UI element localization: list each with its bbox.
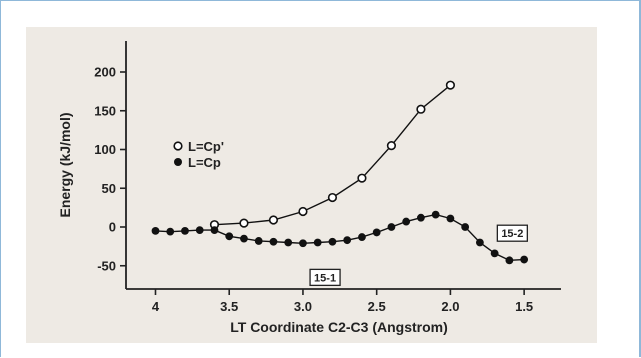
annotation-box [309,268,341,287]
annotation-label: 15-1 [309,268,341,287]
data-point [402,217,411,226]
y-tick-label: 0 [109,220,116,235]
chart-legend: L=Cp' L=Cp [173,139,224,170]
y-axis-title: Energy (kJ/mol) [57,112,73,217]
x-tick-label: 2.0 [441,299,459,314]
data-point [151,226,160,235]
data-point [254,237,263,245]
data-point [181,226,189,235]
data-point [240,234,248,243]
data-point [195,226,204,235]
y-tick-label: 150 [94,103,116,118]
data-point [431,210,440,219]
data-point [520,255,529,264]
y-tick-label: -50 [97,258,116,273]
x-tick-label: 3.5 [220,299,238,314]
data-point [268,215,279,225]
data-point [386,141,397,151]
series-line [214,84,451,226]
legend-marker-open-circle [173,141,183,151]
data-point [298,206,308,217]
annotation-box [496,224,528,242]
chart-series [151,80,529,265]
legend-label-cp: L=Cp [188,155,221,170]
data-point [445,80,456,90]
data-point [416,104,426,114]
data-point [446,214,455,223]
x-tick-label: 4 [152,299,160,314]
annotation-text: 15-1 [314,272,336,284]
series-cp [151,210,529,265]
data-point [372,228,381,237]
annotation-label: 15-2 [496,224,528,242]
data-point [417,213,425,222]
data-point [358,233,366,241]
data-point [387,223,396,231]
data-point [166,227,175,236]
annotation-text: 15-2 [501,228,523,240]
legend-marker-filled-circle [174,158,182,166]
x-axis-title: LT Coordinate C2-C3 (Angstrom) [230,319,448,335]
legend-label-cp-prime: L=Cp' [188,139,224,154]
chart-panel: 200 150 100 50 0 -50 4 3.5 3.0 2.5 2.0 1.5 L=Cp' L=… [26,27,597,343]
data-point [461,223,470,231]
series-line [155,213,525,262]
data-point [505,256,514,265]
data-point [284,238,293,247]
x-tick-label: 1.5 [515,299,533,314]
series-cp-prime [209,80,456,230]
data-point [343,236,352,245]
x-tick-label: 3.0 [294,299,312,314]
data-point [475,238,484,247]
chart-axes: 200 150 100 50 0 -50 4 3.5 3.0 2.5 2.0 1.5 [94,41,561,314]
data-point [313,238,322,247]
energy-profile-chart: 200 150 100 50 0 -50 4 3.5 3.0 2.5 2.0 1.5 L=Cp' L=… [57,41,561,335]
y-tick-label: 200 [94,65,116,80]
data-point [210,226,219,235]
y-tick-label: 50 [102,181,116,196]
data-point [239,218,249,228]
data-point [357,173,367,183]
chart-annotations: 15-1 15-2 [309,224,528,287]
data-point [269,237,278,246]
data-point [225,232,234,241]
y-tick-label: 100 [94,142,116,157]
data-point [299,239,307,248]
data-point [327,192,338,203]
data-point [328,237,337,246]
data-point [490,249,499,258]
x-tick-label: 2.5 [368,299,386,314]
